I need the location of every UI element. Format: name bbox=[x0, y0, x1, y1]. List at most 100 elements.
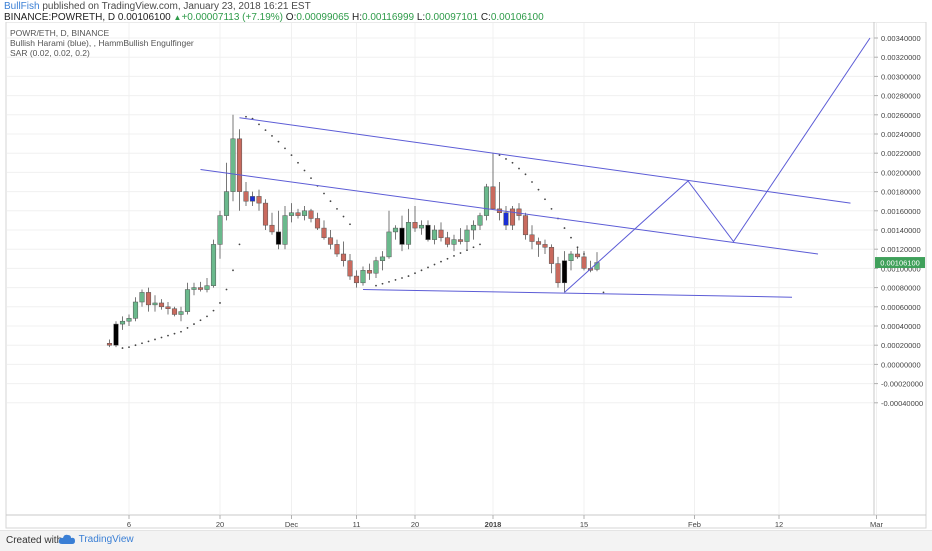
tradingview-brand: TradingView bbox=[78, 534, 134, 546]
candle-body bbox=[347, 260, 353, 277]
sar-dot bbox=[167, 334, 169, 337]
candles bbox=[106, 114, 600, 348]
tradingview-link[interactable]: TradingView bbox=[58, 534, 134, 545]
candle-body bbox=[568, 253, 574, 261]
candle-body bbox=[418, 224, 425, 229]
candle-body bbox=[548, 247, 555, 264]
sar-dot bbox=[531, 181, 533, 183]
candle-body bbox=[106, 343, 113, 346]
y-tick-label: 0.00100000 bbox=[881, 264, 921, 273]
open-value: 0.00099065 bbox=[296, 12, 350, 23]
legend-pattern: Bullish Harami (blue), , HammBullish Eng… bbox=[10, 38, 194, 48]
candle-body bbox=[451, 239, 457, 245]
sar-dot bbox=[160, 336, 163, 339]
candle-body bbox=[152, 302, 158, 306]
price-chart[interactable]: 0.00340000 0.00320000 0.00300000 0.00280000… bbox=[0, 22, 932, 530]
sar-dot bbox=[336, 207, 338, 210]
sar-dot bbox=[453, 255, 455, 257]
sar-dot bbox=[401, 277, 403, 279]
candle-body bbox=[503, 212, 509, 226]
sar-dot bbox=[297, 161, 299, 164]
sar-dot bbox=[303, 169, 306, 172]
low-value: 0.00097101 bbox=[425, 12, 479, 23]
trend-drawings[interactable] bbox=[200, 37, 871, 298]
sar-dot bbox=[277, 140, 280, 143]
sar-dot bbox=[284, 147, 286, 150]
legend-symbol: POWR/ETH, D, BINANCE bbox=[10, 28, 110, 38]
sar-dot bbox=[290, 154, 293, 157]
candle-body bbox=[262, 202, 269, 226]
y-tick-label: -0.00040000 bbox=[881, 399, 923, 408]
candle-body bbox=[425, 224, 431, 240]
candle-body bbox=[535, 241, 542, 245]
candle-body bbox=[275, 231, 282, 245]
candle-body bbox=[165, 306, 171, 309]
candle-body bbox=[483, 186, 490, 216]
legend-sar: SAR (0.02, 0.02, 0.2) bbox=[10, 48, 90, 58]
y-tick-label: 0.00340000 bbox=[881, 34, 921, 43]
sar-dot bbox=[537, 188, 540, 191]
sar-dot bbox=[134, 344, 137, 347]
sar-dot bbox=[381, 282, 384, 285]
sar-dot bbox=[329, 200, 332, 203]
up-arrow-icon: ▲ bbox=[173, 13, 182, 22]
close-label: C: bbox=[480, 12, 491, 23]
candle-body bbox=[178, 311, 184, 315]
y-tick-label: 0.00240000 bbox=[881, 130, 921, 139]
candle-body bbox=[490, 186, 496, 210]
sar-dot bbox=[271, 135, 273, 137]
low-label: L: bbox=[416, 12, 426, 23]
candle-body bbox=[444, 237, 451, 245]
sar-dot bbox=[232, 269, 234, 272]
y-tick-label: 0.00200000 bbox=[881, 168, 921, 177]
x-tick-label: 20 bbox=[216, 520, 224, 529]
candle-body bbox=[516, 208, 522, 216]
sar-dot bbox=[121, 347, 124, 349]
sar-dot bbox=[206, 315, 208, 318]
middle-channel-line bbox=[200, 169, 819, 255]
sar-dot bbox=[570, 236, 572, 239]
sar-dot bbox=[394, 279, 397, 281]
y-tick-label: 0.00040000 bbox=[881, 322, 921, 331]
candle-body bbox=[288, 212, 295, 216]
y-tick-label: 0.00280000 bbox=[881, 92, 921, 101]
publish-info: BullFish published on TradingView.com, J… bbox=[4, 1, 311, 13]
close-value: 0.00106100 bbox=[490, 12, 544, 23]
lower-support-line bbox=[362, 289, 793, 298]
sar-dot bbox=[375, 284, 377, 287]
candle-body bbox=[230, 138, 236, 192]
author-link[interactable]: BullFish bbox=[4, 1, 40, 12]
sar-dot bbox=[498, 154, 501, 157]
sar-dot bbox=[193, 323, 195, 325]
y-tick-label: 0.00120000 bbox=[881, 245, 921, 254]
sar-dot bbox=[576, 246, 579, 249]
candle-body bbox=[379, 256, 386, 261]
sar-dot bbox=[466, 249, 468, 252]
sar-dot bbox=[583, 253, 585, 255]
candle-body bbox=[314, 218, 321, 229]
candle-body bbox=[366, 270, 373, 274]
y-tick-label: 0.00000000 bbox=[881, 360, 921, 369]
sar-dot bbox=[420, 269, 423, 272]
cloud-icon bbox=[58, 534, 75, 544]
candle-body bbox=[438, 229, 444, 238]
last-price: 0.00106100 bbox=[117, 12, 171, 23]
candle-body bbox=[405, 222, 412, 245]
published-text: published on TradingView.com, January 23… bbox=[42, 1, 311, 12]
y-tick-label: 0.00180000 bbox=[881, 188, 921, 197]
y-tick-label: 0.00220000 bbox=[881, 149, 921, 158]
sar-dot bbox=[225, 288, 228, 291]
x-tick-label: 20 bbox=[411, 520, 419, 529]
sar-dot bbox=[518, 167, 520, 170]
sar-dot bbox=[524, 173, 527, 176]
candle-body bbox=[334, 244, 340, 255]
symbol-label: BINANCE:POWRETH, D bbox=[4, 12, 116, 23]
candle-body bbox=[269, 224, 275, 233]
candle-body bbox=[431, 229, 438, 240]
sar-dot bbox=[433, 263, 436, 266]
x-axis: 620Dec1120201815Feb12Mar1221 bbox=[127, 515, 883, 529]
y-tick-label: 0.00160000 bbox=[881, 207, 921, 216]
sar-dot bbox=[342, 215, 345, 218]
candle-body bbox=[132, 301, 139, 319]
candle-body bbox=[399, 227, 405, 245]
